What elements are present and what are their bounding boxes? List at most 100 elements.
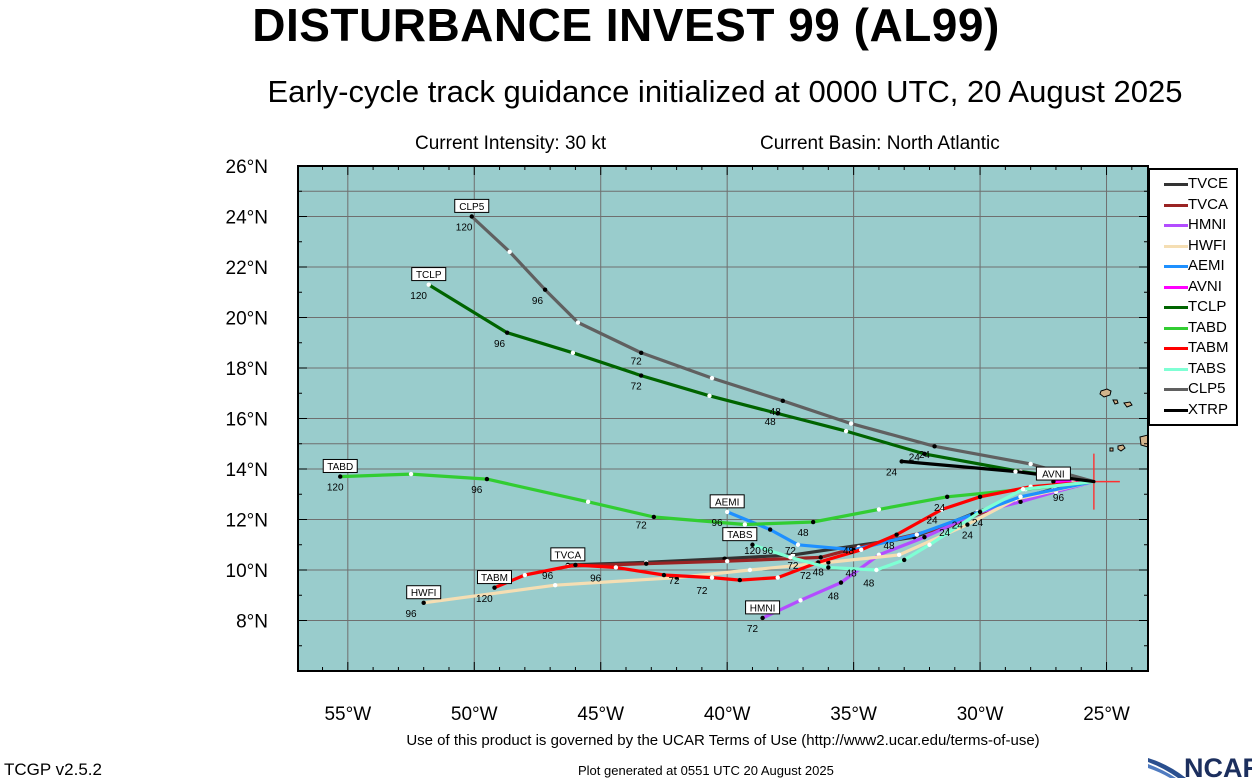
track-point-clp5 [469, 214, 474, 219]
forecast-hour-label: 24 [934, 503, 946, 514]
forecast-hour-label: 24 [909, 452, 921, 463]
model-id-box: TABD [322, 458, 358, 473]
track-point-tabs [788, 555, 793, 560]
legend-label: TCLP [1188, 298, 1227, 315]
track-point-clp5 [638, 350, 644, 356]
track-point-tabm [859, 547, 864, 552]
legend-line [1164, 388, 1188, 391]
version-label: TCGP v2.5.2 [4, 760, 102, 779]
track-point-tclp [570, 350, 576, 356]
legend-label: TVCA [1188, 195, 1229, 213]
track-point-tabm [775, 575, 780, 580]
axis-ticks [298, 165, 1148, 672]
legend-line [1164, 265, 1188, 268]
model-tracks [338, 214, 1120, 621]
legend-label: HWFI [1188, 236, 1227, 254]
x-tick-label: 35°W [830, 704, 877, 725]
track-point-tclp [775, 411, 780, 416]
track-point-tabs [874, 567, 879, 573]
forecast-hour-label: 24 [952, 521, 964, 532]
track-aemi [725, 480, 1096, 552]
track-point-tabd [338, 474, 343, 479]
track-point-tabd [810, 519, 816, 525]
track-point-tabm [522, 572, 528, 578]
track-point-tabm [661, 572, 667, 578]
legend-line [1164, 408, 1188, 412]
track-point-clp5 [575, 320, 581, 325]
track-point-tabm [894, 532, 899, 537]
forecast-hour-label: 96 [542, 571, 554, 582]
y-tick-label: 16°N [226, 410, 268, 431]
forecast-hour-label: 72 [631, 382, 643, 393]
forecast-hour-label: 24 [962, 531, 974, 542]
track-point-hwfi [747, 567, 753, 573]
legend-label: AVNI [1188, 277, 1222, 295]
model-id-box-label: TVCA [555, 550, 582, 561]
model-id-box-frame [1035, 466, 1071, 481]
track-point-tabs [927, 542, 932, 547]
track-point-tclp [504, 330, 510, 335]
track-point-clp5 [709, 375, 715, 381]
legend-label: HMNI [1188, 216, 1227, 233]
track-point-xtrp [1013, 469, 1018, 474]
legend-line [1164, 347, 1188, 350]
y-tick-label: 14°N [226, 460, 268, 481]
forecast-hour-label: 24 [926, 516, 938, 527]
track-point-tvca [644, 561, 649, 566]
model-id-box-label: CLP5 [459, 202, 484, 213]
cape-verde-south-islands [1109, 434, 1148, 452]
model-id-box-frame [722, 527, 758, 542]
track-point-hmni [798, 598, 803, 603]
track-point-tabs [977, 509, 983, 515]
model-id-box-label: TCLP [416, 270, 442, 281]
model-id-box-frame [406, 585, 442, 600]
forecast-hour-label: 72 [800, 571, 812, 582]
y-tick-label: 10°N [226, 561, 268, 582]
chart-title: DISTURBANCE INVEST 99 (AL99) [252, 0, 1000, 51]
track-point-tclp [638, 373, 644, 378]
track-point-xtrp [899, 459, 904, 464]
forecast-hour-label: 48 [863, 579, 875, 590]
track-point-hmni [760, 615, 765, 621]
track-point-tabm [492, 585, 497, 590]
model-id-box: HMNI [745, 600, 781, 615]
track-point-tabm [977, 494, 983, 499]
track-point-aemi [795, 542, 801, 547]
forecast-hour-label: 96 [590, 574, 602, 585]
forecast-hour-label: 72 [636, 521, 648, 532]
land-masses [1099, 388, 1148, 452]
model-id-box-label: TABM [481, 573, 508, 584]
x-tick-label: 40°W [704, 704, 751, 725]
model-id-box-frame [709, 494, 745, 509]
legend-line [1164, 203, 1188, 207]
track-point-tclp [426, 282, 431, 287]
legend-line [1164, 244, 1188, 248]
current-intensity: Current Intensity: 30 kt [415, 133, 607, 154]
track-point-hwfi [896, 552, 902, 558]
legend-line [1164, 285, 1188, 289]
y-tick-label: 24°N [226, 208, 268, 229]
legend-label: XTRP [1188, 400, 1229, 418]
model-id-box-label: HWFI [411, 588, 437, 599]
forecast-hour-label: 48 [770, 407, 782, 418]
track-point-hmni [922, 534, 927, 540]
x-tick-label: 55°W [324, 704, 371, 725]
forecast-hour-label: 48 [813, 567, 825, 578]
model-id-box-label: TABS [727, 530, 753, 541]
model-id-box-frame [322, 458, 358, 473]
y-tick-label: 8°N [236, 612, 268, 633]
cape-verde-north-islands [1099, 388, 1133, 408]
y-tick-label: 18°N [226, 359, 268, 380]
forecast-hour-label: 120 [410, 291, 427, 302]
forecast-hour-label: 96 [762, 546, 774, 557]
legend-line [1164, 224, 1188, 227]
track-point-tclp [843, 428, 849, 434]
legend-label: CLP5 [1188, 380, 1226, 397]
track-point-tabd [585, 499, 591, 505]
legend: TVCE TVCA HMNI HWFI AEMI AVNI TCLP TABD TABM TABS… [1148, 168, 1238, 426]
forecast-hour-label: 48 [797, 528, 809, 539]
track-point-tabm [709, 575, 715, 580]
model-id-box: TABM [477, 570, 513, 585]
model-id-box: TVCA [550, 547, 586, 562]
forecast-hour-label: 48 [846, 569, 858, 580]
